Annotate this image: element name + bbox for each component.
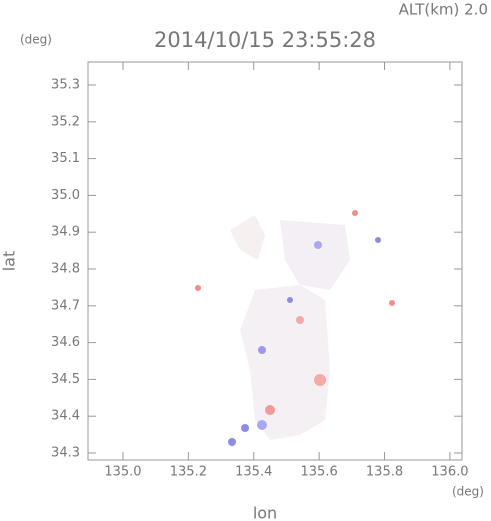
y-tick-label: 34.8 <box>51 262 80 277</box>
echo-blob <box>296 316 304 324</box>
x-axis-label: lon <box>253 504 277 521</box>
echo-blob <box>287 297 293 303</box>
y-tick-label: 35.2 <box>51 114 80 129</box>
echo-blob <box>314 374 326 386</box>
y-tick-label: 34.3 <box>51 446 80 461</box>
altitude-label: ALT(km) 2.0 <box>399 1 488 19</box>
echo-blob <box>265 405 275 415</box>
echo-blob <box>241 424 249 432</box>
echo-blob <box>389 300 395 306</box>
echo-blob <box>280 220 350 290</box>
radar-echo <box>195 210 395 446</box>
y-tick-label: 34.7 <box>51 298 80 313</box>
echo-blob <box>258 346 266 354</box>
y-tick-label: 34.9 <box>51 225 80 240</box>
x-tick-label: 135.6 <box>301 465 338 480</box>
y-unit: (deg) <box>20 33 52 47</box>
y-tick-label: 34.5 <box>51 372 80 387</box>
y-tick-label: 35.0 <box>51 188 80 203</box>
echo-blob <box>240 285 330 440</box>
x-tick-label: 135.0 <box>104 465 141 480</box>
x-tick-label: 135.2 <box>170 465 207 480</box>
echo-blob <box>228 438 236 446</box>
echo-blob <box>257 420 267 430</box>
y-tick-label: 35.3 <box>51 78 80 93</box>
x-tick-label: 136.0 <box>431 465 468 480</box>
echo-blob <box>314 241 322 249</box>
echo-blob <box>375 237 381 243</box>
y-tick-label: 34.6 <box>51 335 80 350</box>
x-tick-label: 135.4 <box>235 465 272 480</box>
x-unit: (deg) <box>452 485 484 499</box>
echo-blob <box>195 285 201 291</box>
y-tick-label: 34.4 <box>51 409 80 424</box>
plot-frame <box>87 61 463 461</box>
chart-title: 2014/10/15 23:55:28 <box>154 28 376 52</box>
x-tick-label: 135.8 <box>366 465 403 480</box>
y-tick-label: 35.1 <box>51 151 80 166</box>
y-axis-label: lat <box>0 251 19 272</box>
echo-blob <box>352 210 358 216</box>
echo-blob <box>230 215 265 260</box>
